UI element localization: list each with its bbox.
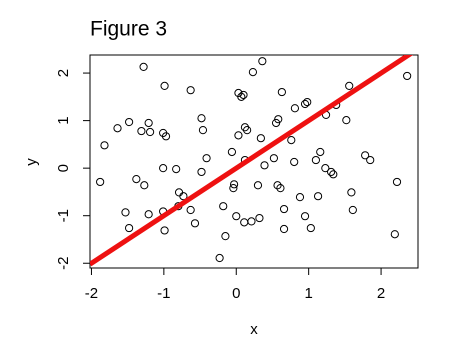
point	[140, 181, 149, 190]
point	[186, 205, 195, 215]
point	[361, 151, 370, 160]
point	[219, 202, 228, 211]
point	[198, 126, 208, 135]
point	[179, 192, 188, 201]
point	[234, 131, 243, 140]
point	[287, 136, 296, 145]
x-tick-label: 2	[377, 285, 385, 302]
point	[311, 155, 321, 165]
point	[313, 192, 323, 201]
point	[215, 253, 224, 263]
point	[186, 86, 195, 95]
point	[273, 181, 282, 190]
point	[160, 81, 169, 91]
x-axis-label: x	[250, 321, 258, 338]
plot-box	[89, 54, 419, 269]
y-axis-label: y	[23, 158, 40, 166]
point	[303, 97, 312, 107]
y-tick-label: 0	[55, 164, 72, 172]
point	[348, 205, 357, 215]
point	[145, 127, 155, 137]
point	[229, 180, 239, 189]
point	[277, 87, 286, 97]
point	[124, 117, 134, 127]
point	[137, 126, 146, 136]
line-clip	[90, 55, 414, 267]
point	[100, 141, 109, 150]
point	[160, 226, 169, 235]
point	[197, 114, 206, 123]
point	[260, 161, 269, 170]
point	[174, 188, 184, 197]
point	[256, 134, 265, 143]
point	[279, 204, 289, 214]
point	[271, 118, 281, 128]
x-tick-label: 1	[304, 285, 312, 302]
x-tick-label: 0	[232, 285, 240, 302]
point	[96, 177, 105, 187]
point	[269, 154, 279, 163]
point	[276, 184, 285, 193]
point	[390, 230, 399, 239]
point	[240, 218, 249, 227]
point	[172, 165, 181, 174]
point	[240, 123, 250, 132]
point	[327, 167, 336, 177]
y-tick-label: 2	[55, 69, 72, 77]
point	[295, 193, 305, 202]
point	[237, 92, 246, 101]
point	[300, 99, 310, 109]
point	[345, 81, 354, 91]
point	[300, 212, 310, 221]
point	[392, 177, 402, 187]
point	[124, 223, 134, 233]
point	[316, 147, 325, 157]
point	[290, 104, 300, 113]
point	[229, 184, 238, 193]
point	[190, 219, 200, 228]
point	[202, 154, 211, 163]
point	[227, 147, 237, 157]
point	[197, 167, 206, 177]
x-tick-label: -2	[85, 285, 98, 302]
point	[290, 157, 299, 167]
point	[243, 126, 252, 135]
point	[247, 217, 256, 226]
point	[329, 170, 338, 179]
y-tick-label: 1	[55, 116, 72, 124]
fit-line	[90, 55, 414, 267]
point	[279, 224, 289, 234]
point	[306, 223, 315, 233]
chart-title: Figure 3	[90, 18, 167, 41]
x-tick-label: -1	[157, 285, 170, 302]
point	[366, 155, 375, 165]
point	[342, 116, 351, 125]
point	[239, 90, 248, 100]
point	[347, 188, 356, 197]
point	[258, 57, 267, 66]
point	[161, 132, 171, 141]
point	[132, 174, 141, 184]
point	[253, 181, 263, 190]
point	[248, 68, 258, 77]
point	[159, 164, 168, 173]
point	[321, 164, 330, 173]
y-tick-label: -1	[55, 209, 72, 222]
point	[403, 71, 412, 81]
point	[255, 213, 264, 223]
point	[232, 212, 241, 221]
point	[144, 118, 153, 128]
point	[221, 232, 230, 241]
point	[121, 208, 130, 217]
y-tick-label: -2	[55, 257, 72, 270]
point	[139, 62, 148, 71]
point	[113, 124, 122, 133]
point	[144, 210, 153, 219]
